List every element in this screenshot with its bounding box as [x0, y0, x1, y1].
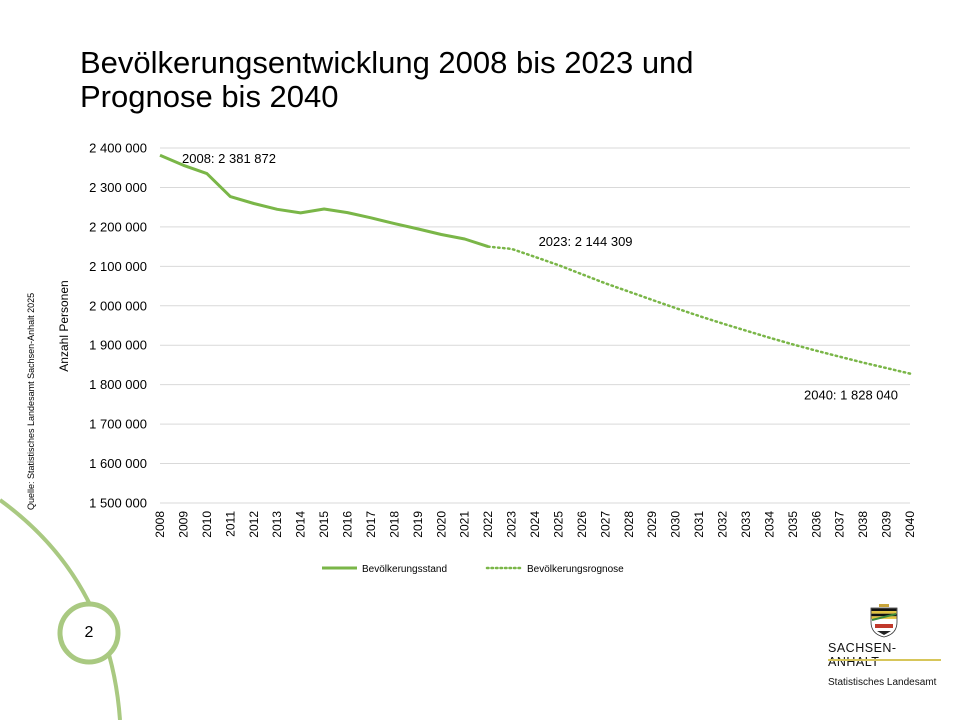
page-number: 2 [84, 624, 94, 641]
x-tick-label: 2010 [200, 511, 214, 538]
x-tick-label: 2038 [856, 511, 870, 538]
x-tick-label: 2023 [505, 511, 519, 538]
logo-name: SACHSEN-ANHALT [828, 641, 897, 669]
legend-label-bevoelkerungsstand: Bevölkerungsstand [362, 564, 447, 575]
data-label: 2023: 2 144 309 [539, 234, 633, 249]
y-axis-label: Anzahl Personen [57, 280, 71, 371]
x-tick-label: 2036 [809, 511, 823, 538]
x-tick-label: 2019 [411, 511, 425, 538]
data-label: 2040: 1 828 040 [804, 388, 898, 403]
y-tick-label: 1 500 000 [89, 496, 147, 511]
x-tick-label: 2025 [551, 511, 565, 538]
x-tick-label: 2009 [176, 511, 190, 538]
x-tick-label: 2020 [434, 511, 448, 538]
x-tick-label: 2024 [528, 511, 542, 538]
y-tick-label: 2 000 000 [89, 298, 147, 313]
y-tick-label: 2 300 000 [89, 180, 147, 195]
x-tick-label: 2033 [739, 511, 753, 538]
x-tick-label: 2026 [575, 511, 589, 538]
legend-label-bevoelkerungsrognose: Bevölkerungsrognose [527, 564, 624, 575]
x-tick-label: 2037 [833, 511, 847, 538]
x-tick-label: 2012 [247, 511, 261, 538]
x-tick-label: 2014 [294, 511, 308, 538]
x-tick-label: 2016 [341, 511, 355, 538]
logo-subtitle: Statistisches Landesamt [828, 677, 937, 688]
y-tick-label: 1 800 000 [89, 377, 147, 392]
x-tick-label: 2017 [364, 511, 378, 538]
y-tick-label: 1 900 000 [89, 338, 147, 353]
page-title: Bevölkerungsentwicklung 2008 bis 2023 un… [80, 45, 694, 114]
x-tick-label: 2027 [598, 511, 612, 538]
logo: SACHSEN-ANHALT Statistisches Landesamt [822, 600, 946, 700]
x-tick-label: 2011 [223, 511, 237, 537]
x-tick-label: 2013 [270, 511, 284, 538]
x-tick-label: 2029 [645, 511, 659, 538]
series-line-stand [159, 153, 489, 249]
y-tick-labels: 1 500 000 1 600 000 1 700 000 1 800 000 1 90… [89, 141, 147, 511]
data-labels: 2008: 2 381 872 2023: 2 144 309 2040: 1 82… [182, 151, 898, 402]
x-tick-label: 2008 [153, 511, 167, 538]
series-line-prognose [486, 245, 912, 375]
x-tick-label: 2031 [692, 511, 706, 538]
population-line-chart: 1 500 000 1 600 000 1 700 000 1 800 000 1 90… [57, 141, 917, 576]
x-tick-label: 2022 [481, 511, 495, 538]
x-tick-label: 2034 [762, 511, 776, 538]
y-tick-label: 2 100 000 [89, 259, 147, 274]
grid-lines [160, 147, 910, 504]
x-tick-label: 2040 [903, 511, 917, 538]
legend: Bevölkerungsstand Bevölkerungsrognose [322, 564, 624, 575]
x-tick-label: 2039 [880, 511, 894, 538]
coat-of-arms-icon [870, 604, 898, 638]
data-label: 2008: 2 381 872 [182, 151, 276, 166]
y-tick-label: 1 600 000 [89, 456, 147, 471]
x-tick-label: 2028 [622, 511, 636, 538]
y-tick-label: 1 700 000 [89, 417, 147, 432]
x-tick-label: 2021 [458, 511, 472, 538]
series-lines [159, 153, 912, 375]
x-tick-labels: 2008 2009 2010 2011 2012 2013 2014 2015 2016 2017… [153, 511, 917, 538]
logo-divider [828, 659, 941, 661]
x-tick-label: 2030 [669, 511, 683, 538]
x-tick-label: 2015 [317, 511, 331, 538]
x-tick-label: 2018 [387, 511, 401, 538]
y-tick-label: 2 200 000 [89, 219, 147, 234]
x-tick-label: 2032 [716, 511, 730, 538]
y-tick-label: 2 400 000 [89, 141, 147, 156]
x-tick-label: 2035 [786, 511, 800, 538]
